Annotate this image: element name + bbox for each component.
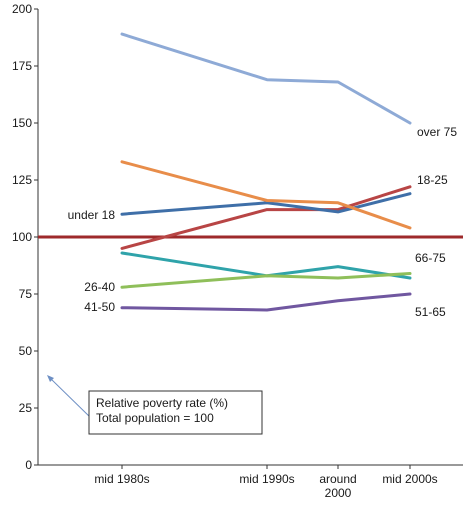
series-labels: over 75 18-25 under 18 66-75 51-65 26-40 41-50 (68, 125, 458, 319)
y-tick-label: 200 (12, 2, 32, 16)
series-label: 66-75 (415, 251, 446, 265)
x-tick-label: mid 1990s (239, 472, 294, 486)
x-tick-label-line: around (319, 472, 356, 486)
y-tick-label: 50 (19, 344, 33, 358)
series-line-over-75 (120, 32, 412, 125)
annotation: Relative poverty rate (%)Total populatio… (47, 375, 263, 435)
series-group (120, 32, 412, 312)
series-label: 41-50 (84, 300, 115, 314)
x-tick-label: mid 2000s (382, 472, 437, 486)
annotation-arrow-line (49, 377, 93, 420)
series-label: 26-40 (84, 280, 115, 294)
y-tick-label: 125 (12, 173, 32, 187)
annotation-arrow-head (47, 375, 54, 382)
y-tick-label: 75 (19, 287, 33, 301)
annotation-box (88, 390, 263, 435)
series-label: 51-65 (415, 305, 446, 319)
series-line-under-18 (120, 192, 412, 216)
x-tick-label-line: 2000 (325, 486, 352, 500)
y-tick-label: 175 (12, 59, 32, 73)
x-tick-label: mid 1980s (94, 472, 149, 486)
series-label: 18-25 (417, 173, 448, 187)
series-line-66-75 (120, 160, 412, 230)
series-line-18-25 (120, 185, 412, 250)
series-line-51-65 (120, 251, 412, 280)
series-line-41-50 (120, 292, 412, 312)
annotation-line: Relative poverty rate (%) (96, 396, 228, 410)
axes: 0 25 50 75 100 125 150 175 200 mid 1980s mid 1990s… (12, 2, 463, 500)
x-tick-label-line: mid 2000s (382, 472, 437, 486)
annotation-line: Total population = 100 (96, 411, 214, 425)
y-tick-label: 100 (12, 230, 32, 244)
series-label: under 18 (68, 208, 116, 222)
x-tick-label-line: mid 1990s (239, 472, 294, 486)
series-label: over 75 (417, 125, 457, 139)
x-tick-label-line: mid 1980s (94, 472, 149, 486)
series-line-26-40 (120, 272, 412, 289)
y-tick-label: 0 (25, 458, 32, 472)
y-tick-label: 150 (12, 116, 32, 130)
x-tick-label: around 2000 (319, 472, 356, 500)
y-tick-label: 25 (19, 401, 33, 415)
